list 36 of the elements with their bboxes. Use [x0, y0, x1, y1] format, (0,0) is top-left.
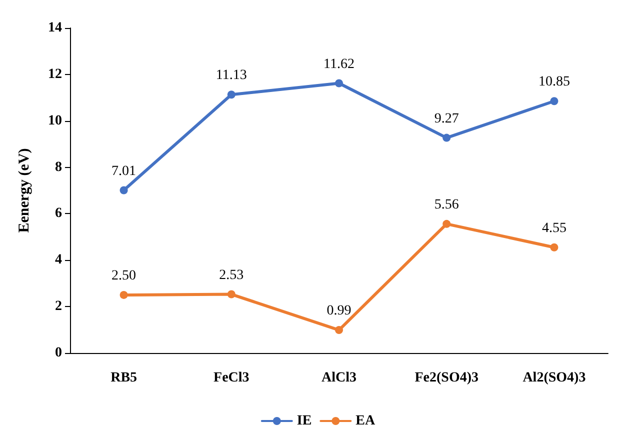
y-tick-label: 4	[55, 252, 62, 268]
y-tick-label: 8	[55, 160, 62, 175]
data-label: 2.50	[112, 268, 136, 284]
data-label: 11.13	[216, 68, 247, 84]
point	[335, 326, 343, 334]
y-tick-label: 14	[48, 20, 62, 36]
x-tick-label: AlCl3	[322, 370, 356, 386]
point	[227, 290, 236, 298]
legend-label: EA	[356, 414, 376, 428]
y-tick-label: 6	[55, 206, 62, 222]
point	[227, 90, 236, 99]
data-label: 11.62	[324, 56, 354, 72]
point	[442, 134, 451, 142]
x-tick-label: FeCl3	[214, 370, 250, 386]
y-tick-label: 10	[48, 113, 62, 128]
x-tick-label: Fe2(SO4)3	[414, 370, 478, 386]
point	[335, 79, 343, 88]
data-label: 0.99	[326, 304, 352, 319]
data-label: 5.56	[434, 197, 459, 212]
point	[120, 186, 128, 194]
x-tick-label: Al2(SO4)3	[522, 370, 586, 386]
point	[120, 290, 128, 299]
y-tick-label: 12	[48, 66, 62, 82]
data-label: 7.01	[112, 164, 136, 179]
legend-label: IE	[296, 414, 312, 428]
data-label: 4.55	[542, 220, 566, 236]
point	[550, 97, 558, 106]
point	[550, 243, 558, 252]
data-label: 9.27	[434, 111, 459, 126]
y-tick-label: 0	[55, 346, 62, 360]
x-tick-label: RB5	[110, 370, 138, 386]
data-label: 2.53	[219, 268, 244, 283]
y-tick-label: 2	[55, 299, 62, 314]
data-label: 10.85	[538, 74, 570, 90]
point	[442, 220, 451, 228]
y-axis-title: Eenergy (eV)	[16, 148, 32, 233]
